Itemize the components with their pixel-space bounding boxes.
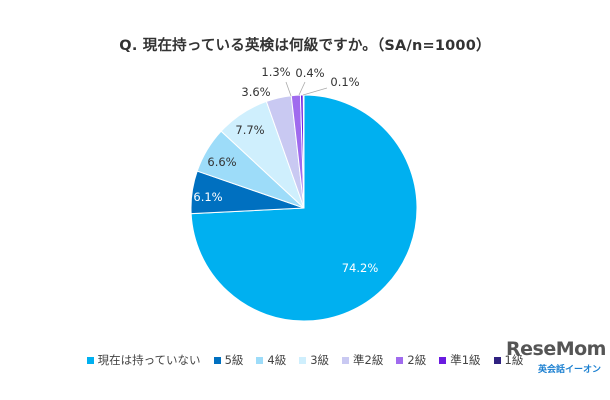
- legend-item-4: 3級: [299, 352, 329, 368]
- legend-swatch: [86, 356, 94, 364]
- legend-swatch: [396, 356, 404, 364]
- legend-item-3: 4級: [256, 352, 286, 368]
- chart-title: Q. 現在持っている英検は何級ですか。（SA/n=1000）: [119, 38, 491, 54]
- data-label-2: 6.1%: [193, 190, 222, 204]
- pie-slice-8: [302, 94, 305, 209]
- legend-label: 2級: [407, 353, 427, 367]
- legend-label: 準2級: [353, 353, 384, 367]
- legend-swatch: [493, 356, 501, 364]
- legend-item-7: 準1級: [439, 352, 481, 368]
- data-label-4: 7.7%: [235, 123, 264, 137]
- legend-swatch: [342, 356, 350, 364]
- leader-line-6: [285, 81, 292, 97]
- legend: 現在は持っていない 5級 4級 3級 準2級 2級 準1級 1級: [0, 352, 610, 368]
- leader-line-8: [302, 87, 328, 96]
- leader-line-7: [298, 81, 306, 96]
- legend-label: 5級: [224, 353, 244, 367]
- legend-label: 準1級: [450, 353, 481, 367]
- legend-item-6: 2級: [396, 352, 426, 368]
- legend-item-8: 1級: [493, 352, 524, 368]
- legend-swatch: [256, 356, 264, 364]
- legend-item-1: 現在は持っていない: [86, 352, 201, 368]
- watermark-sub: 英会話イーオン: [538, 365, 602, 375]
- legend-swatch: [299, 356, 307, 364]
- data-label-7: 0.4%: [295, 66, 324, 80]
- legend-label: 3級: [310, 353, 330, 367]
- legend-label: 4級: [267, 353, 287, 367]
- pie-chart: 74.2% 6.1% 6.6% 7.7% 3.6% 1.3% 0.4% 0.1%: [190, 65, 418, 322]
- legend-swatch: [439, 356, 447, 364]
- legend-item-2: 5級: [213, 352, 244, 368]
- data-label-5: 3.6%: [241, 85, 270, 99]
- data-label-3: 6.6%: [207, 155, 236, 169]
- legend-swatch: [213, 356, 221, 364]
- legend-label: 1級: [504, 353, 524, 367]
- data-label-1: 74.2%: [342, 261, 379, 275]
- watermark-brand: ReseMom: [506, 338, 606, 360]
- legend-item-5: 準2級: [342, 352, 383, 368]
- watermark-logo: ReseMom 英会話イーオン: [506, 336, 606, 376]
- legend-label: 現在は持っていない: [97, 353, 201, 367]
- data-label-8: 0.1%: [330, 75, 359, 89]
- data-label-6: 1.3%: [261, 65, 290, 79]
